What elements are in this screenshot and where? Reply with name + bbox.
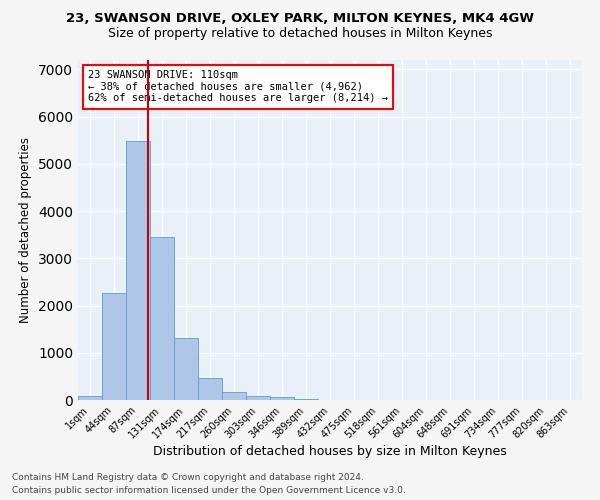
Bar <box>78 396 102 400</box>
Bar <box>150 237 174 400</box>
Y-axis label: Number of detached properties: Number of detached properties <box>19 137 32 323</box>
Bar <box>102 293 126 400</box>
Text: 23, SWANSON DRIVE, OXLEY PARK, MILTON KEYNES, MK4 4GW: 23, SWANSON DRIVE, OXLEY PARK, MILTON KE… <box>66 12 534 26</box>
Bar <box>246 396 270 400</box>
Text: Contains public sector information licensed under the Open Government Licence v3: Contains public sector information licen… <box>12 486 406 495</box>
Text: 23 SWANSON DRIVE: 110sqm
← 38% of detached houses are smaller (4,962)
62% of sem: 23 SWANSON DRIVE: 110sqm ← 38% of detach… <box>88 70 388 103</box>
Bar <box>222 392 246 400</box>
Bar <box>126 141 150 400</box>
Bar <box>174 338 198 400</box>
Bar <box>198 378 222 400</box>
Bar <box>294 398 318 400</box>
Text: Contains HM Land Registry data © Crown copyright and database right 2024.: Contains HM Land Registry data © Crown c… <box>12 472 364 482</box>
Text: Size of property relative to detached houses in Milton Keynes: Size of property relative to detached ho… <box>108 28 492 40</box>
X-axis label: Distribution of detached houses by size in Milton Keynes: Distribution of detached houses by size … <box>153 446 507 458</box>
Bar <box>270 397 294 400</box>
